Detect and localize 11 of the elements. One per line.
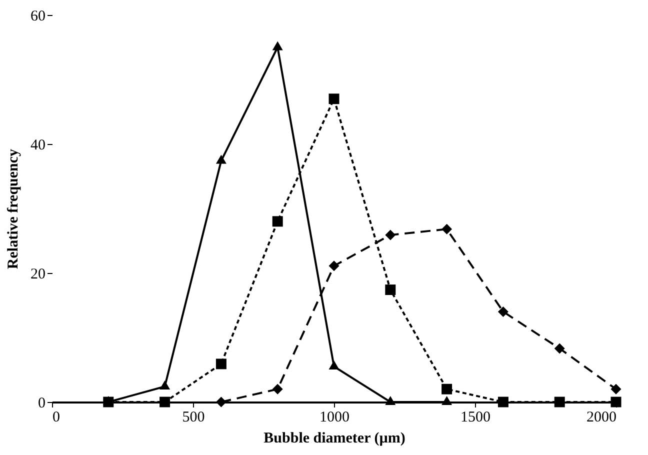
x-tick-label: 1500: [460, 410, 490, 426]
y-axis-title: Relative frequency: [6, 148, 22, 270]
x-tick-label: 2000: [586, 410, 616, 426]
y-tick-label: 20: [30, 266, 46, 282]
x-tick-label: 500: [182, 410, 205, 426]
y-tick-label: 40: [30, 138, 46, 154]
y-tick-label: 0: [38, 396, 46, 412]
y-tick-label: 60: [30, 8, 46, 24]
x-tick-label: 0: [52, 410, 60, 426]
x-tick-label: 1000: [320, 410, 350, 426]
x-axis-title: Bubble diameter (µm): [264, 430, 406, 446]
